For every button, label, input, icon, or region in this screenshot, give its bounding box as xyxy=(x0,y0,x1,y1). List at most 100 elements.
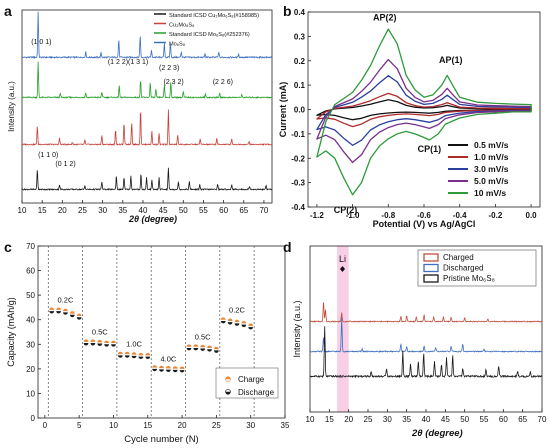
legend-entry: Standard ICSD Cu₂Mo₆S₈(#158985) xyxy=(169,13,259,19)
charge-point xyxy=(124,351,130,355)
series-line xyxy=(21,61,272,99)
y-tick-label: 0.4 xyxy=(294,8,306,17)
charge-point xyxy=(138,352,144,356)
charge-point xyxy=(90,339,96,342)
legend-swatch xyxy=(423,274,439,283)
x-tick-label: 25 xyxy=(212,421,221,430)
discharge-point xyxy=(69,314,75,318)
charge-point xyxy=(152,365,158,368)
charge-point xyxy=(76,313,82,317)
peak-annotation: (2 3 2) xyxy=(163,79,183,86)
panel-a: a 10 15 20 25 30 35 40 45 50 55 60 65 70 2θ (degree) In… xyxy=(4,3,273,224)
series-line xyxy=(21,167,273,192)
x-axis-label: Cycle number (N) xyxy=(124,434,198,445)
legend: Standard ICSD Cu₂Mo₆S₈(#158985) Cu₂Mo₆S₈ S… xyxy=(154,13,259,48)
charge-point xyxy=(200,344,206,348)
y-tick-label: -0.4 xyxy=(291,203,305,212)
charge-point xyxy=(63,308,68,312)
rate-label: 0.5C xyxy=(92,327,108,336)
cv-curve xyxy=(316,75,532,146)
x-tick-label: -1.0 xyxy=(346,211,360,220)
charge-point xyxy=(172,366,178,369)
discharge-point xyxy=(63,312,68,315)
charge-point xyxy=(97,339,103,343)
charge-point xyxy=(49,307,55,310)
y-tick-label: -0.1 xyxy=(291,130,305,139)
x-tick-label: 45 xyxy=(441,415,450,424)
legend-swatch xyxy=(225,376,231,379)
discharge-point xyxy=(172,369,178,373)
x-axis-label: Potential (V) vs Ag/AgCl xyxy=(373,219,476,229)
charge-point xyxy=(234,319,240,323)
x-tick-label: -0.6 xyxy=(417,211,431,220)
discharge-point xyxy=(207,349,212,352)
series-line xyxy=(21,109,273,147)
x-tick-label: 5 xyxy=(77,421,82,430)
discharge-point xyxy=(213,350,219,353)
rate-label: 0.2C xyxy=(229,305,245,314)
x-tick-label: 70 xyxy=(259,206,268,215)
legend-entry: Mo₆S₈ xyxy=(169,42,185,48)
charge-point xyxy=(227,318,233,321)
x-tick-label: 15 xyxy=(38,206,47,215)
discharge-point xyxy=(83,343,89,346)
charge-point xyxy=(179,366,185,369)
x-tick-label: 35 xyxy=(402,415,411,424)
legend-swatch xyxy=(423,253,439,262)
x-tick-label: 20 xyxy=(344,415,353,424)
peak-annotation: AP(1) xyxy=(439,55,463,65)
legend: 0.5 mV/s 1.0 mV/s 3.0 mV/s 5.0 mV/s 10 mV/s xyxy=(448,140,509,198)
x-tick-label: 10 xyxy=(109,421,118,430)
series-line xyxy=(309,326,543,379)
x-tick-label: 35 xyxy=(281,421,290,430)
y-tick-label: 30 xyxy=(26,340,35,349)
peak-annotation: CP(2) xyxy=(334,205,358,215)
charge-point xyxy=(159,365,164,369)
x-tick-label: -0.8 xyxy=(381,211,395,220)
peak-annotation: AP(2) xyxy=(373,13,397,23)
peak-annotation: (0 1 2) xyxy=(55,161,75,168)
discharge-point xyxy=(56,311,61,314)
panel-d: d Li 10 15 20 25 30 35 40 45 50 55 60 65 70 2θ (degree)… xyxy=(283,239,547,439)
discharge-point xyxy=(90,343,96,346)
legend-swatch xyxy=(423,263,439,273)
y-tick-label: 0 xyxy=(31,414,36,423)
x-tick-label: 10 xyxy=(306,415,315,424)
rate-label: 1.0C xyxy=(126,340,142,349)
legend-entry: Charged xyxy=(443,253,474,262)
charge-point xyxy=(117,351,123,355)
y-tick-label: 0.3 xyxy=(294,32,306,41)
legend-entry: 3.0 mV/s xyxy=(474,164,509,174)
rate-label: 4.0C xyxy=(160,354,176,363)
y-tick-label: -0.2 xyxy=(291,154,305,163)
x-tick-label: 35 xyxy=(118,206,127,215)
discharge-point xyxy=(234,323,240,326)
y-tick-label: 60 xyxy=(26,267,35,276)
series-line xyxy=(309,317,543,354)
y-tick-label: 10 xyxy=(26,389,35,398)
x-tick-label: 40 xyxy=(422,415,431,424)
discharge-point xyxy=(227,322,233,325)
discharge-point xyxy=(138,356,144,359)
discharge-point xyxy=(179,370,185,373)
y-tick-label: 50 xyxy=(26,291,35,300)
discharge-point xyxy=(131,355,137,359)
y-axis-label: Intensity (a.u.) xyxy=(292,300,302,357)
x-tick-label: 65 xyxy=(239,206,248,215)
discharge-point xyxy=(76,317,82,320)
discharge-point xyxy=(200,348,206,351)
legend-entry: Discharge xyxy=(238,388,275,397)
legend-entry: Standard ICSD Mo₆S₈(#252376) xyxy=(169,32,250,38)
cv-curve xyxy=(316,28,532,196)
x-tick-label: 25 xyxy=(364,415,373,424)
discharge-point xyxy=(117,355,123,358)
x-tick-label: 30 xyxy=(98,206,107,215)
y-tick-label: 70 xyxy=(26,242,35,251)
charge-point xyxy=(83,339,89,342)
legend: Charge Discharge xyxy=(215,367,279,399)
panel-c: c 0.2C 0.5C 1.0C 4.0C 0.5C 0.2C 0 5 10 15 20 25 30 35 0… xyxy=(4,239,290,445)
rate-label: 0.5C xyxy=(195,332,211,341)
peak-annotation: (1 0 1) xyxy=(31,39,51,46)
y-tick-label: 20 xyxy=(26,365,35,374)
